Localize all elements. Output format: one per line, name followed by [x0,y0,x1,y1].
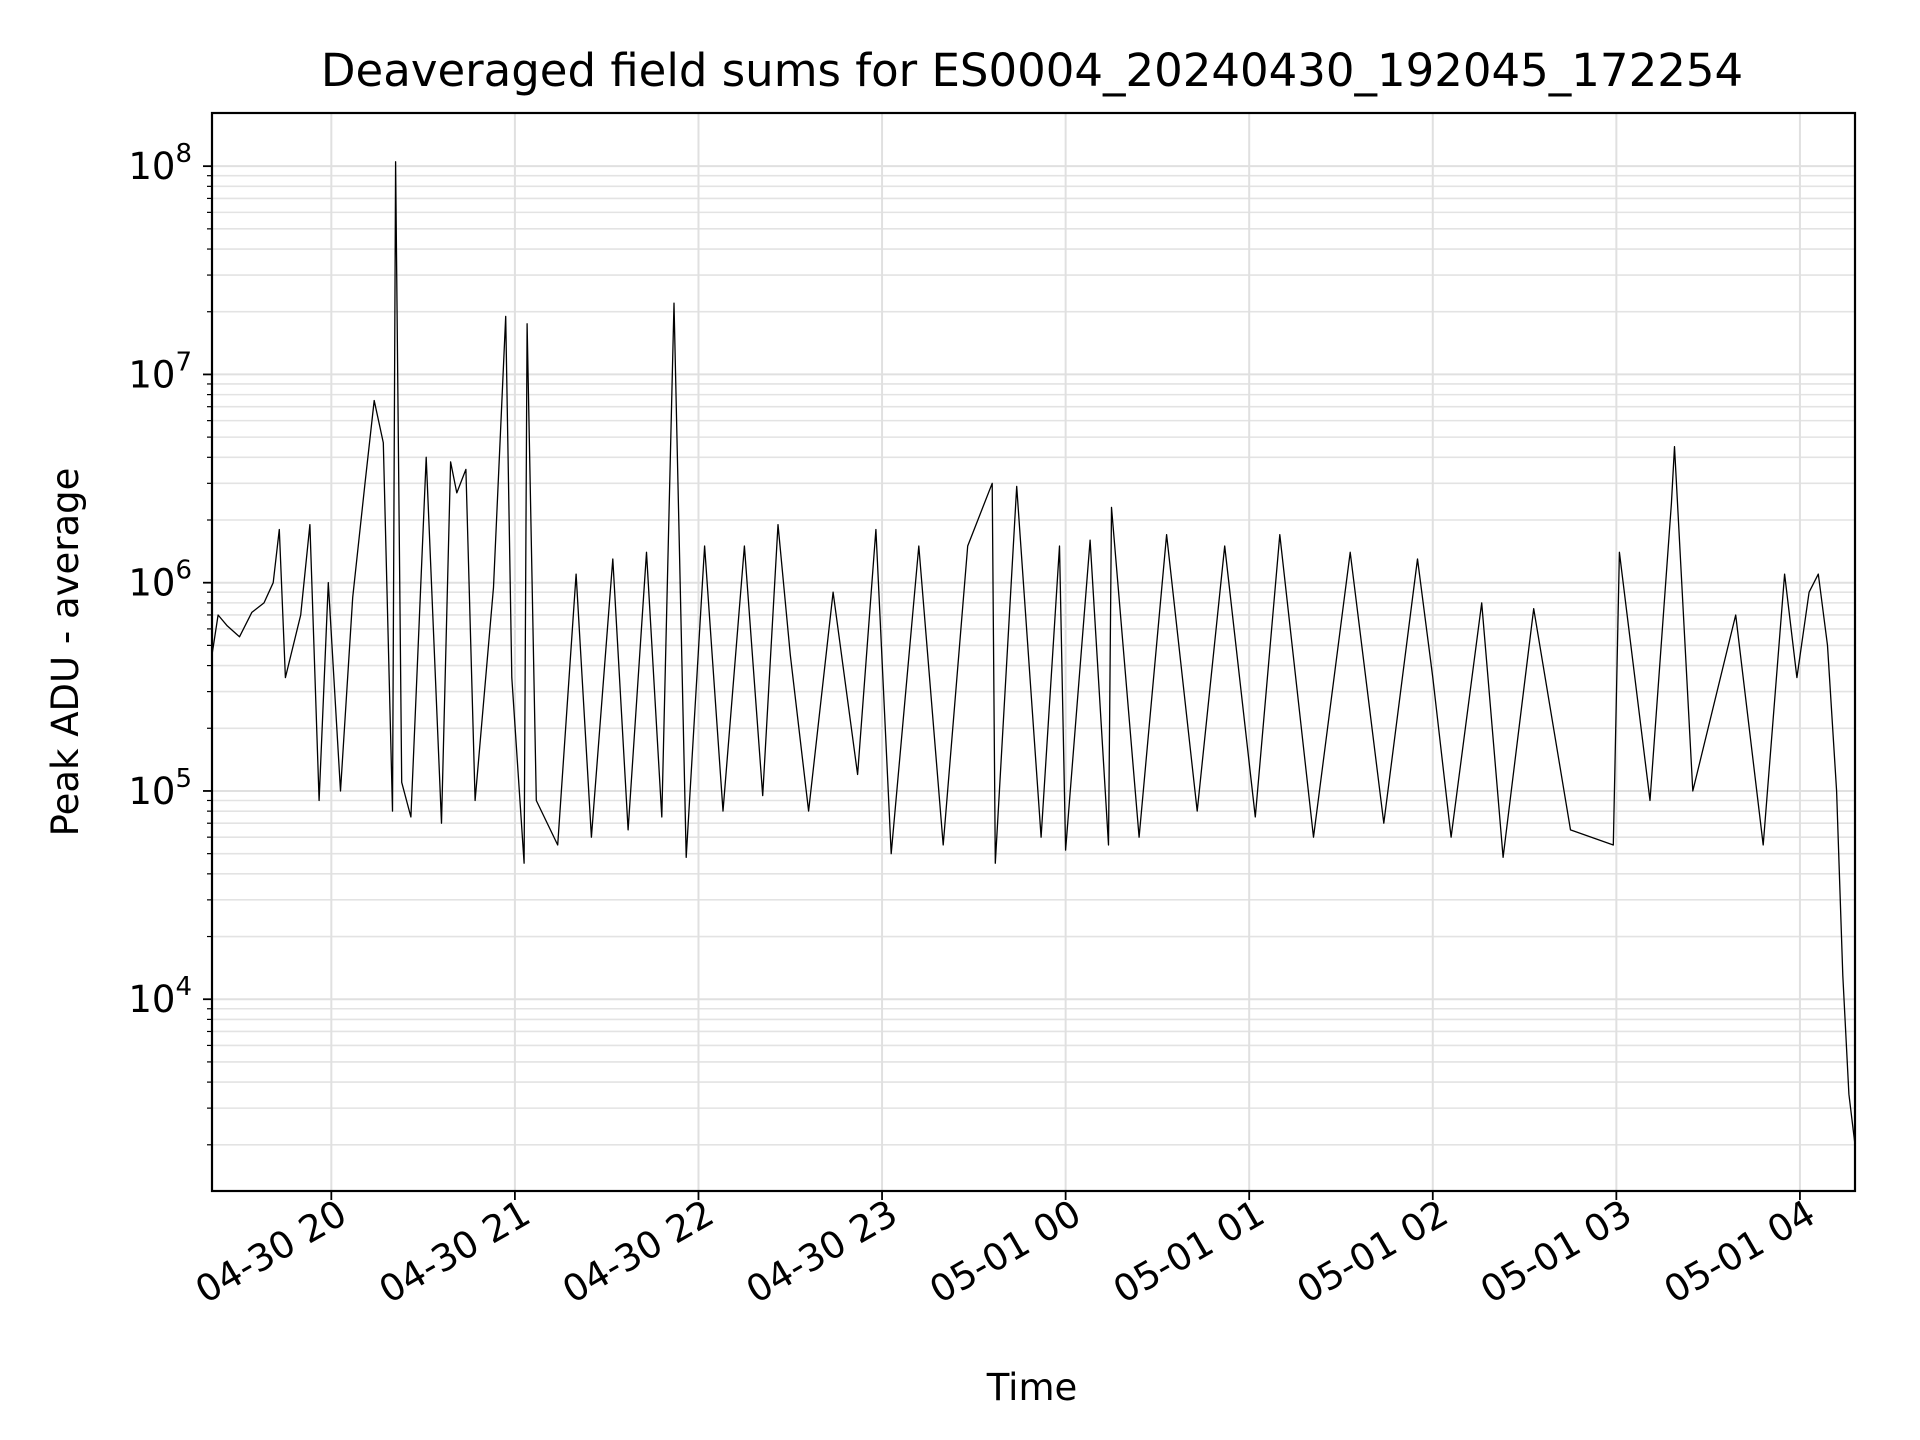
x-tick-label: 04-30 20 [188,1192,354,1312]
x-tick-label: 05-01 01 [1106,1192,1272,1312]
y-tick-label: 105 [128,764,192,813]
x-tick-label: 05-01 03 [1473,1192,1639,1312]
series-line [211,161,1856,1145]
x-tick-label: 05-01 02 [1290,1192,1456,1312]
x-tick-label: 04-30 21 [372,1192,538,1312]
y-axis-label: Peak ADU - average [44,468,87,837]
x-axis-label: Time [986,1366,1078,1409]
y-tick-label: 106 [128,556,192,605]
chart-title: Deaveraged field sums for ES0004_2024043… [321,44,1743,97]
x-tick-label: 05-01 04 [1657,1192,1823,1312]
axis-ticks [203,165,1801,1200]
y-tick-label: 108 [128,139,192,188]
y-tick-label: 104 [128,972,192,1021]
plot-frame [210,111,1857,1193]
x-tick-label: 05-01 00 [923,1192,1089,1312]
plot-background [212,113,1855,1191]
y-tick-label: 107 [128,347,192,396]
x-tick-label: 04-30 23 [739,1192,905,1312]
x-tick-label: 04-30 22 [555,1192,721,1312]
grid [212,113,1855,1191]
